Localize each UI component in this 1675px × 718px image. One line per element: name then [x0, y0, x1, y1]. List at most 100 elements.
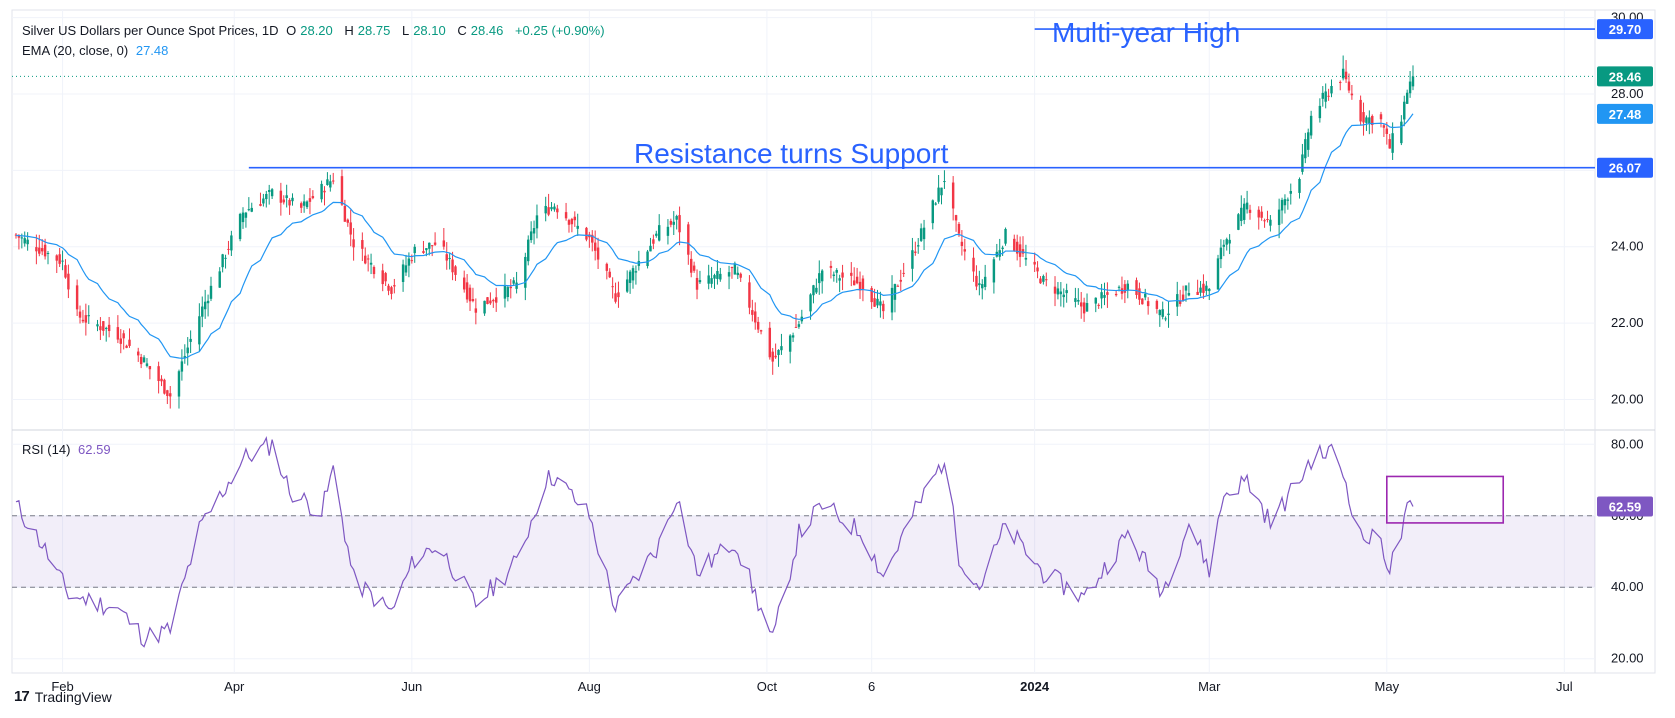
candle-body [1202, 283, 1205, 293]
price-axis-label: 26.07 [1609, 161, 1642, 176]
candle-body [43, 244, 47, 257]
candle-body [326, 179, 329, 186]
candle-body [157, 366, 160, 382]
tradingview-brand: TradingView [34, 688, 112, 705]
candle-body [1013, 238, 1016, 251]
candle-body [1248, 209, 1252, 213]
candle-body [285, 195, 288, 199]
candle-body [1286, 199, 1290, 201]
candle-body [1021, 249, 1025, 254]
candle-body [1359, 99, 1362, 122]
candle-body [1269, 219, 1272, 226]
candle-body [1280, 199, 1284, 211]
candle-body [445, 254, 448, 261]
candle-body [1199, 287, 1202, 293]
tradingview-footer[interactable]: 17 TradingView [14, 688, 112, 705]
candle-body [861, 278, 865, 290]
candle-body [646, 251, 649, 267]
candle-body [180, 361, 184, 372]
candle-body [983, 276, 987, 287]
change-value: +0.25 (+0.90%) [514, 23, 605, 38]
candle-body [870, 288, 873, 303]
candle-body [468, 287, 472, 302]
candle-body [311, 196, 315, 199]
candle-body [81, 319, 85, 322]
candle-body [492, 299, 495, 302]
candle-body [320, 183, 323, 200]
candle-body [547, 207, 550, 215]
candle-body [698, 280, 702, 283]
candle-body [809, 294, 812, 312]
candle-body [364, 255, 367, 264]
candle-body [349, 222, 352, 235]
candle-body [1167, 313, 1170, 316]
candle-body [300, 203, 303, 208]
candle-body [259, 204, 262, 206]
candle-body [992, 259, 996, 283]
price-axis-label-box [1597, 103, 1653, 124]
candle-body [1321, 92, 1324, 99]
candle-body [692, 265, 696, 271]
candle-body [125, 345, 128, 348]
candle-body [951, 182, 955, 209]
candle-body [914, 251, 917, 253]
candle-body [512, 280, 515, 284]
candle-body [1141, 298, 1144, 305]
candle-body [655, 233, 658, 236]
candle-body [1225, 239, 1228, 245]
candle-body [570, 218, 574, 225]
ema-label: EMA (20, close, 0) [22, 43, 129, 58]
candle-body [137, 351, 140, 356]
ohlc-low: L 28.10 [402, 23, 450, 38]
candle-body [556, 208, 559, 213]
close-value: 28.46 [470, 23, 504, 38]
candle-body [963, 249, 967, 252]
candle-body [564, 212, 568, 219]
candle-body [838, 278, 841, 281]
candle-body [876, 298, 879, 306]
candle-body [1004, 228, 1007, 244]
candle-body [841, 272, 844, 278]
candle-body [166, 390, 169, 397]
candle-body [1082, 302, 1086, 314]
candle-body [730, 267, 734, 269]
candle-body [899, 279, 902, 282]
candle-body [1289, 191, 1292, 194]
candle-body [940, 187, 943, 196]
candle-body [1257, 209, 1260, 218]
rsi-line [15, 435, 1414, 648]
candle-body [960, 241, 964, 247]
candle-body [1368, 117, 1371, 124]
x-tick-label: Feb [51, 679, 73, 694]
candle-body [465, 282, 469, 300]
candle-body [433, 242, 437, 245]
ohlc-close: C 28.46 [457, 23, 507, 38]
candle-body [265, 193, 268, 200]
price-tick-label: 24.00 [1611, 239, 1644, 254]
candle-body [1039, 278, 1042, 284]
candle-body [611, 286, 614, 288]
candle-body [669, 220, 673, 225]
candle-body [617, 292, 620, 298]
tradingview-logo-icon: 17 [14, 688, 30, 705]
rsi-axis-label-box [1597, 496, 1653, 517]
candle-body [972, 257, 975, 272]
candle-body [634, 271, 638, 273]
candle-body [1301, 154, 1304, 172]
candle-body [751, 310, 754, 315]
candle-body [422, 251, 425, 253]
x-tick-label: 6 [868, 679, 875, 694]
candle-body [716, 271, 719, 279]
candle-body [922, 227, 926, 240]
price-axis-label: 28.46 [1609, 69, 1642, 84]
open-label: O [286, 23, 297, 38]
candle-body [797, 324, 801, 327]
candle-body [1344, 71, 1348, 80]
candle-body [189, 338, 192, 342]
candle-body [759, 330, 763, 332]
candle-body [1178, 300, 1182, 304]
candle-body [462, 277, 466, 290]
candle-body [1318, 105, 1322, 119]
rsi-band [12, 515, 1595, 588]
candle-body [978, 283, 981, 286]
